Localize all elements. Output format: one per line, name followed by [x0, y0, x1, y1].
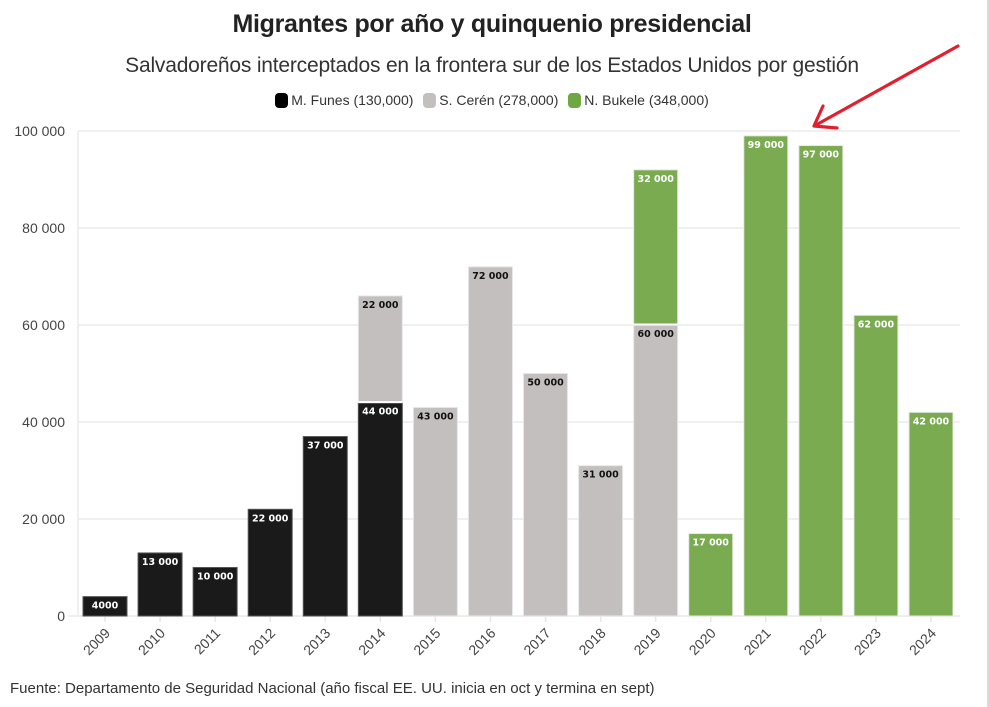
- bar-value-label: 60 000: [637, 329, 674, 340]
- bar-segment: [412, 406, 458, 617]
- bars: [82, 135, 954, 617]
- bar-segment: [247, 508, 293, 617]
- bar-segment: [357, 402, 403, 617]
- bar-segment: [633, 169, 679, 326]
- bar-segment: [192, 567, 238, 617]
- x-tick-label: 2017: [520, 625, 553, 658]
- bar-value-label: 97 000: [803, 150, 840, 161]
- legend-swatch-funes: [275, 92, 289, 108]
- legend: M. Funes (130,000) S. Cerén (278,000) N.…: [0, 92, 984, 111]
- bar-segment: [853, 314, 899, 617]
- x-tick-label: 2012: [245, 625, 278, 658]
- legend-item-bukele[interactable]: N. Bukele (348,000): [568, 92, 709, 108]
- bar-labels: 4000 13 000 10 000 22 000 37 000 44 000 22 000…: [92, 140, 950, 612]
- arrow-shaft: [814, 44, 960, 127]
- bar-value-label: 42 000: [913, 416, 950, 427]
- y-tick-label: 0: [57, 608, 65, 624]
- legend-item-funes[interactable]: M. Funes (130,000): [275, 92, 413, 108]
- bar-value-label: 37 000: [307, 441, 344, 452]
- bar-segment: [633, 324, 679, 617]
- bar-segment: [908, 411, 954, 617]
- bar-segment: [467, 266, 513, 617]
- legend-swatch-ceren: [423, 92, 437, 108]
- chart-subtitle: Salvadoreños interceptados en la fronter…: [125, 54, 859, 77]
- x-tick-label: 2021: [741, 625, 774, 658]
- annotation-arrow: [812, 44, 960, 130]
- x-tick-label: 2016: [465, 625, 498, 658]
- vertical-scrollbar[interactable]: [987, 0, 990, 707]
- legend-item-ceren[interactable]: S. Cerén (278,000): [423, 92, 558, 108]
- y-tick-label: 60 000: [22, 317, 65, 333]
- bar-value-label: 44 000: [362, 407, 399, 418]
- bar-segment: [798, 145, 844, 617]
- chart-title: Migrantes por año y quinquenio presidenc…: [232, 10, 752, 38]
- x-tick-label: 2023: [851, 625, 884, 658]
- bar-segment: [357, 295, 403, 404]
- bar-value-label: 50 000: [527, 378, 564, 389]
- x-tick-label: 2015: [410, 625, 443, 658]
- bar-value-label: 43 000: [417, 411, 454, 422]
- x-tick-label: 2020: [686, 625, 719, 658]
- x-tick-label: 2011: [191, 625, 224, 658]
- bar-value-label: 99 000: [748, 140, 785, 151]
- bar-segment: [688, 533, 734, 617]
- legend-swatch-bukele: [568, 92, 582, 108]
- legend-label-ceren: S. Cerén (278,000): [439, 92, 559, 108]
- bar-value-label: 22 000: [252, 513, 289, 524]
- x-tick-label: 2022: [796, 625, 829, 658]
- y-tick-label: 20 000: [22, 511, 65, 527]
- arrow-head-icon: [812, 104, 839, 130]
- x-tick-label: 2010: [135, 625, 168, 658]
- x-tick-label: 2019: [630, 625, 663, 658]
- bar-value-label: 10 000: [197, 572, 234, 583]
- y-tick-label: 100 000: [14, 123, 65, 139]
- legend-label-funes: M. Funes (130,000): [291, 92, 414, 108]
- x-tick-label: 2018: [575, 625, 608, 658]
- bar-value-label: 72 000: [472, 271, 509, 282]
- bar-value-label: 32 000: [637, 174, 674, 185]
- x-tick-label: 2024: [906, 625, 939, 658]
- bar-segment: [743, 135, 789, 617]
- bar-value-label: 62 000: [858, 319, 895, 330]
- bar-value-label: 17 000: [693, 538, 730, 549]
- bar-segment: [137, 552, 183, 617]
- x-tick-label: 2014: [355, 625, 388, 658]
- bar-segment: [82, 596, 128, 617]
- x-axis: 2009 2010 2011 2012 2013 2014 2015 2016 2017 2018…: [80, 616, 939, 658]
- x-tick-label: 2009: [80, 625, 113, 658]
- x-tick-label: 2013: [300, 625, 333, 658]
- legend-label-bukele: N. Bukele (348,000): [584, 92, 709, 108]
- y-axis: 0 20 000 40 000 60 000 80 000 100 000: [14, 123, 65, 624]
- bar-value-label: 22 000: [362, 300, 399, 311]
- y-tick-label: 80 000: [22, 220, 65, 236]
- source-note: Fuente: Departamento de Seguridad Nacion…: [10, 680, 655, 697]
- bar-segment: [578, 465, 624, 617]
- bar-segment: [523, 373, 569, 617]
- y-tick-label: 40 000: [22, 414, 65, 430]
- bar-value-label: 4000: [92, 601, 119, 612]
- bar-value-label: 31 000: [582, 470, 619, 481]
- bar-value-label: 13 000: [142, 557, 179, 568]
- bar-segment: [302, 436, 348, 617]
